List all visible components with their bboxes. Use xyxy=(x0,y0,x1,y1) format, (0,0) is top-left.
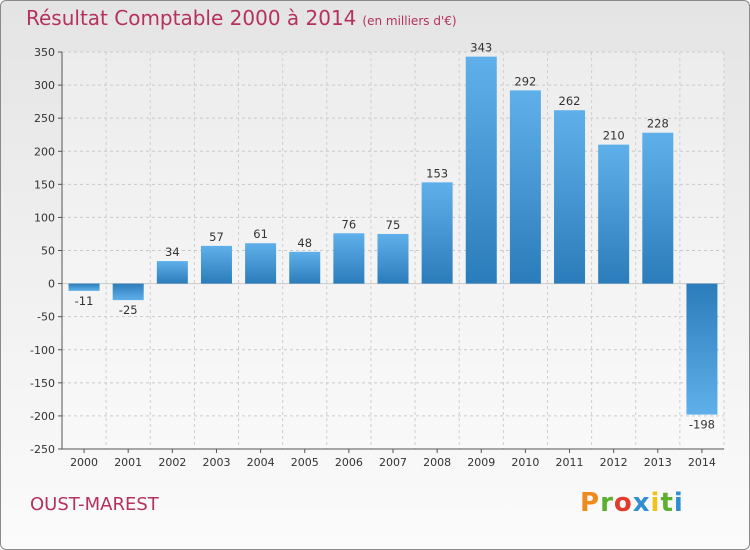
data-label-2004: 61 xyxy=(253,227,268,241)
y-tick-label: 350 xyxy=(34,46,55,59)
chart-title: Résultat Comptable 2000 à 2014 (en millie… xyxy=(26,6,457,30)
x-tick-label: 2004 xyxy=(247,456,275,469)
data-label-2011: 262 xyxy=(559,94,581,108)
logo-letter: o xyxy=(613,488,633,518)
x-tick-label: 2003 xyxy=(202,456,230,469)
bar-2010[interactable] xyxy=(509,90,541,284)
bar-2013[interactable] xyxy=(642,132,674,284)
data-label-2003: 57 xyxy=(209,230,224,244)
bar-2007[interactable] xyxy=(377,233,409,284)
bar-2012[interactable] xyxy=(598,144,630,284)
x-tick-label: 2012 xyxy=(600,456,628,469)
x-tick-label: 2001 xyxy=(114,456,142,469)
x-tick-label: 2014 xyxy=(688,456,716,469)
chart-title-text: Résultat Comptable 2000 à 2014 xyxy=(26,6,357,30)
data-label-2010: 292 xyxy=(514,74,536,88)
data-label-2008: 153 xyxy=(426,166,448,180)
y-tick-label: -50 xyxy=(37,311,55,324)
bar-2003[interactable] xyxy=(200,245,232,284)
logo-letter: t xyxy=(660,488,674,518)
data-label-2005: 48 xyxy=(297,236,312,250)
bar-2001[interactable] xyxy=(112,283,144,301)
data-label-2007: 75 xyxy=(386,218,401,232)
x-tick-label: 2006 xyxy=(335,456,363,469)
y-tick-label: 150 xyxy=(34,178,55,191)
x-tick-label: 2007 xyxy=(379,456,407,469)
logo-letter: i xyxy=(650,488,661,518)
bar-2005[interactable] xyxy=(289,251,321,284)
data-label-2000: -11 xyxy=(75,294,94,308)
logo-letter: r xyxy=(600,488,614,518)
bar-2008[interactable] xyxy=(421,182,453,284)
bar-2002[interactable] xyxy=(156,261,188,284)
y-tick-label: -150 xyxy=(30,377,55,390)
x-tick-label: 2008 xyxy=(423,456,451,469)
logo-letter: i xyxy=(673,488,684,518)
proxiti-logo[interactable]: Proxiti xyxy=(580,488,684,518)
bar-2006[interactable] xyxy=(333,233,365,284)
x-tick-label: 2000 xyxy=(70,456,98,469)
y-tick-label: 200 xyxy=(34,145,55,158)
bar-2014[interactable] xyxy=(686,283,718,415)
x-tick-label: 2013 xyxy=(644,456,672,469)
y-tick-label: -100 xyxy=(30,344,55,357)
x-tick-label: 2011 xyxy=(556,456,584,469)
data-label-2006: 76 xyxy=(342,217,357,231)
y-tick-label: 50 xyxy=(41,245,55,258)
y-tick-label: -250 xyxy=(30,443,55,456)
y-tick-label: 100 xyxy=(34,211,55,224)
x-tick-label: 2010 xyxy=(511,456,539,469)
commune-name: OUST-MAREST xyxy=(30,494,159,515)
x-tick-label: 2009 xyxy=(467,456,495,469)
data-label-2014: -198 xyxy=(689,418,715,432)
data-label-2001: -25 xyxy=(119,303,138,317)
bar-2009[interactable] xyxy=(465,56,497,284)
chart-subtitle: (en milliers d'€) xyxy=(362,14,457,28)
y-tick-label: 300 xyxy=(34,79,55,92)
x-tick-label: 2002 xyxy=(158,456,186,469)
bar-2004[interactable] xyxy=(245,243,277,284)
x-tick-label: 2005 xyxy=(291,456,319,469)
data-label-2013: 228 xyxy=(647,117,669,131)
logo-letter: P xyxy=(580,488,601,518)
logo-letter: x xyxy=(632,488,651,518)
y-tick-label: -200 xyxy=(30,410,55,423)
y-tick-label: 0 xyxy=(48,278,55,291)
bar-2000[interactable] xyxy=(68,283,100,291)
y-tick-label: 250 xyxy=(34,112,55,125)
data-label-2002: 34 xyxy=(165,245,180,259)
data-label-2009: 343 xyxy=(470,41,492,55)
bar-2011[interactable] xyxy=(554,110,586,284)
data-label-2012: 210 xyxy=(603,129,625,143)
